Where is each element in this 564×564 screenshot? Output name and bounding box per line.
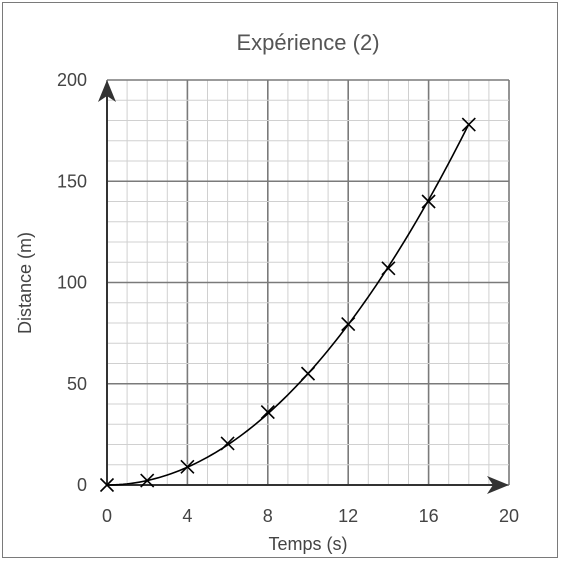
- y-tick-label: 100: [57, 273, 87, 293]
- x-tick-label: 16: [419, 506, 439, 526]
- data-point: [140, 473, 155, 488]
- data-point: [220, 436, 235, 451]
- chart-title: Expérience (2): [236, 30, 379, 55]
- data-point-stroke: [461, 117, 476, 132]
- y-tick-label: 0: [77, 475, 87, 495]
- data-point: [461, 117, 476, 132]
- axes: [98, 80, 509, 494]
- x-tick-label: 20: [499, 506, 519, 526]
- data-point-stroke: [300, 366, 316, 381]
- data-point-stroke: [381, 261, 396, 276]
- y-axis-label: Distance (m): [15, 232, 35, 334]
- data-point-stroke: [421, 194, 436, 209]
- x-axis-arrow: [487, 476, 509, 494]
- data-point-stroke: [341, 316, 356, 332]
- y-tick-label: 50: [67, 374, 87, 394]
- x-axis-label: Temps (s): [268, 534, 347, 554]
- y-tick-label: 200: [57, 70, 87, 90]
- data-point: [421, 194, 436, 209]
- data-point-stroke: [220, 436, 235, 451]
- x-tick-label: 4: [182, 506, 192, 526]
- data-point-stroke: [99, 477, 115, 493]
- data-point: [180, 459, 195, 474]
- data-point: [260, 405, 275, 420]
- data-point: [381, 261, 396, 276]
- data-point-stroke: [180, 459, 195, 474]
- data-point: [99, 477, 115, 493]
- data-points: [99, 117, 476, 493]
- x-tick-label: 0: [102, 506, 112, 526]
- x-tick-label: 12: [338, 506, 358, 526]
- grid: [106, 79, 510, 486]
- y-axis-arrow: [98, 80, 116, 102]
- data-point-stroke: [260, 405, 275, 420]
- x-tick-label: 8: [263, 506, 273, 526]
- fit-curve: [106, 123, 470, 486]
- chart-frame: [2, 2, 558, 558]
- data-point: [300, 366, 316, 381]
- y-tick-label: 150: [57, 171, 87, 191]
- data-point: [341, 316, 356, 332]
- data-point-stroke: [140, 473, 155, 488]
